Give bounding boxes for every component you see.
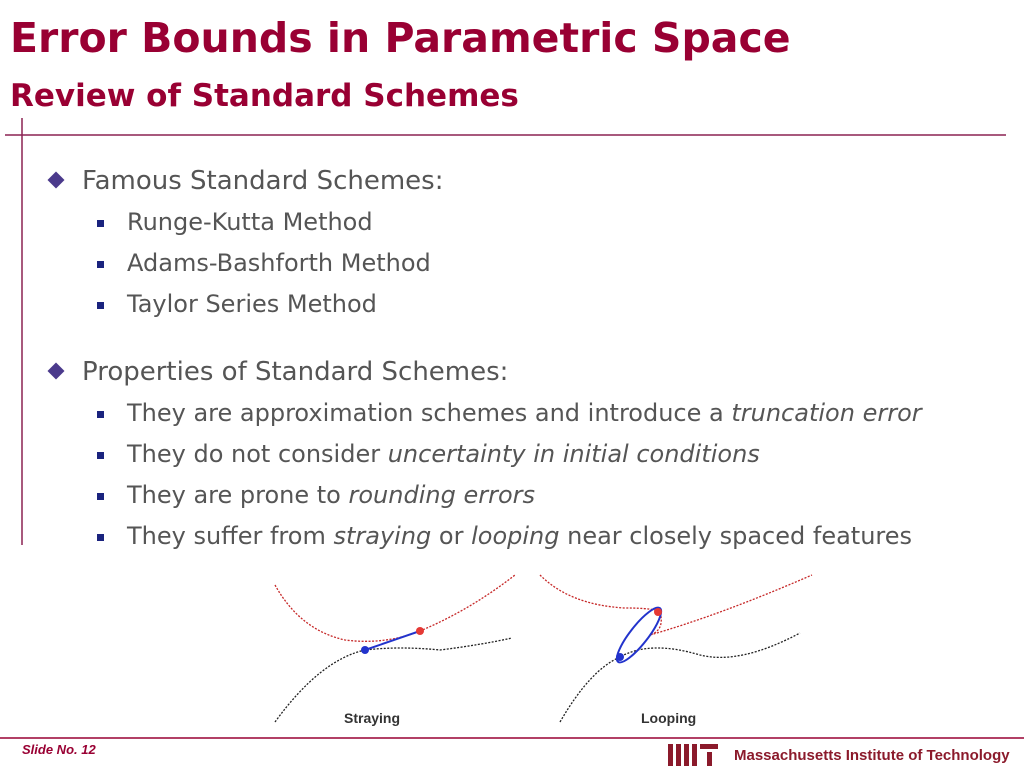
text: They suffer from bbox=[127, 522, 334, 550]
section: Famous Standard Schemes: Runge-Kutta Meth… bbox=[47, 160, 1008, 325]
emphasis: uncertainty in initial conditions bbox=[387, 440, 760, 468]
subtitle: Review of Standard Schemes bbox=[10, 78, 519, 114]
emphasis: rounding errors bbox=[348, 481, 536, 509]
figure-looping bbox=[539, 574, 813, 723]
text: They do not consider bbox=[127, 440, 388, 468]
slide-number: Slide No. 12 bbox=[22, 742, 96, 757]
text: or bbox=[431, 522, 472, 550]
section-heading: Properties of Standard Schemes: bbox=[47, 351, 1008, 393]
caption: Straying bbox=[344, 710, 401, 726]
text: Taylor Series Method bbox=[127, 290, 377, 318]
bullet-icon bbox=[97, 452, 104, 459]
bullet-icon bbox=[97, 493, 104, 500]
heading-text: Properties of Standard Schemes: bbox=[82, 357, 509, 387]
title: Error Bounds in Parametric Space bbox=[10, 14, 791, 62]
bullet-icon bbox=[97, 261, 104, 268]
bullet-item: Taylor Series Method bbox=[48, 284, 1008, 325]
text: They are prone to bbox=[127, 481, 349, 509]
text: Adams-Bashforth Method bbox=[127, 249, 431, 277]
emphasis: looping bbox=[471, 522, 560, 550]
section: Properties of Standard Schemes: They are … bbox=[47, 351, 1008, 557]
bullet-icon bbox=[47, 362, 65, 380]
bullet-icon bbox=[97, 411, 104, 418]
text: They are approximation schemes and intro… bbox=[127, 399, 732, 427]
bullet-item: Runge-Kutta Method bbox=[48, 202, 1008, 243]
bullet-item: They do not consider uncertainty in init… bbox=[48, 434, 1008, 475]
emphasis: truncation error bbox=[731, 399, 922, 427]
institution: Massachusetts Institute of Technology bbox=[734, 747, 1010, 764]
content: Famous Standard Schemes: Runge-Kutta Meth… bbox=[47, 160, 1008, 583]
bullet-item: They are prone to rounding errors bbox=[48, 475, 1008, 516]
emphasis: straying bbox=[333, 522, 432, 550]
bullet-item: Adams-Bashforth Method bbox=[48, 243, 1008, 284]
mit-logo bbox=[668, 744, 718, 766]
text: near closely spaced features bbox=[559, 522, 913, 550]
bullet-icon bbox=[47, 171, 65, 189]
bullet-icon bbox=[97, 220, 104, 227]
figure-straying bbox=[274, 574, 516, 723]
bullet-icon bbox=[97, 534, 104, 541]
bullet-item: They are approximation schemes and intro… bbox=[48, 393, 1008, 434]
bullet-icon bbox=[97, 302, 104, 309]
section-heading: Famous Standard Schemes: bbox=[47, 160, 1008, 202]
caption: Looping bbox=[641, 710, 697, 726]
heading-text: Famous Standard Schemes: bbox=[82, 166, 444, 196]
bullet-item: They suffer from straying or looping nea… bbox=[48, 516, 1008, 557]
text: Runge-Kutta Method bbox=[127, 208, 373, 236]
